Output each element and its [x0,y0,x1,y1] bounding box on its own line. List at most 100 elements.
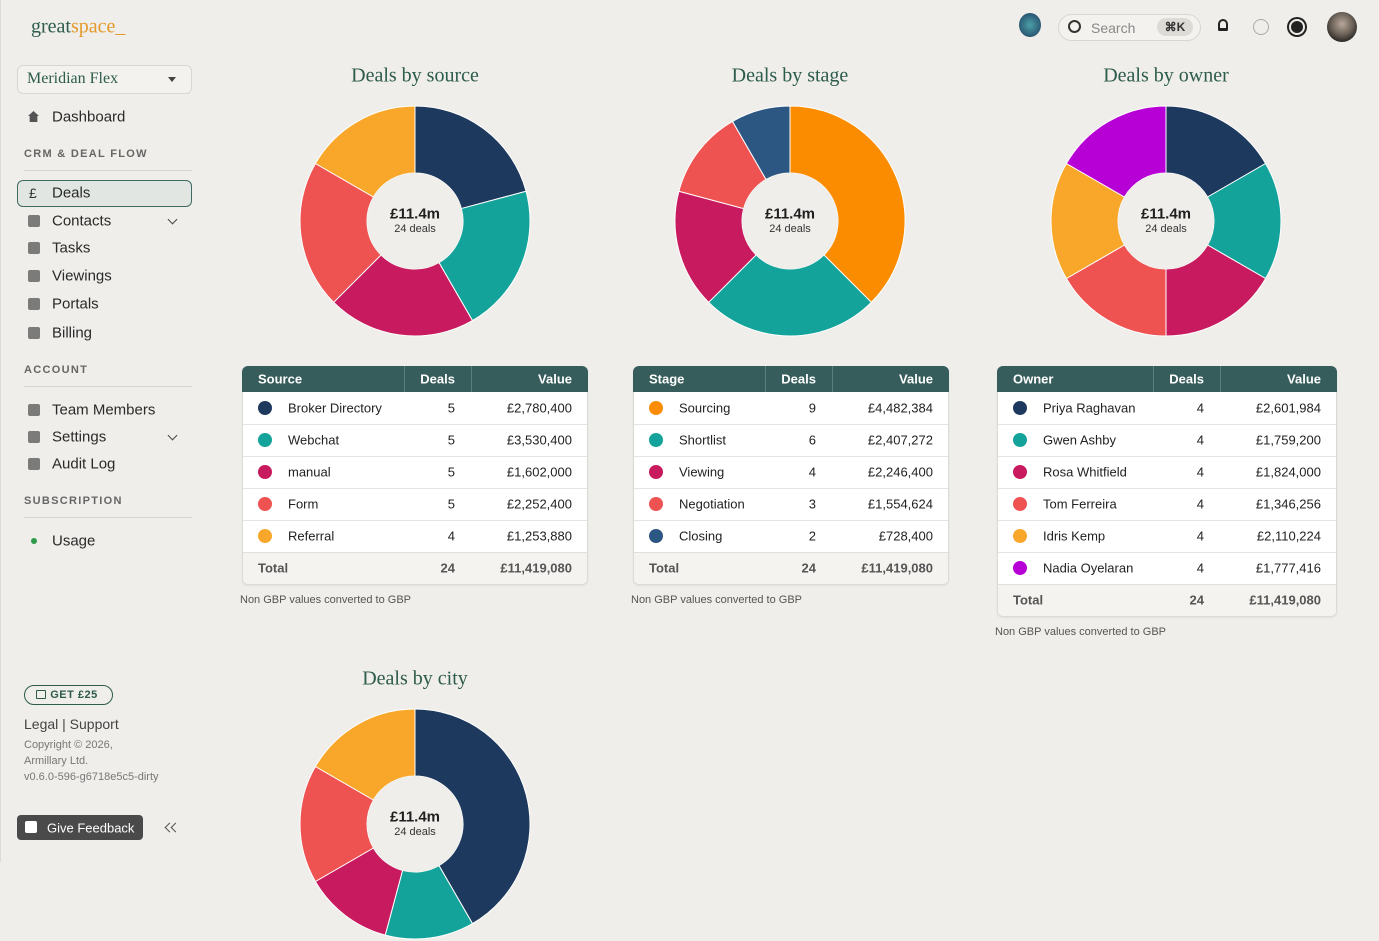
row-divider [243,456,587,457]
row-value: £2,252,400 [506,496,572,512]
column-header: Deals [781,371,816,387]
donut-chart [299,105,531,337]
nav-item[interactable]: Billing [52,324,93,342]
row-label: manual [288,464,331,480]
row-value: £1,253,880 [506,528,572,544]
workspace-name[interactable]: Meridian Flex [27,70,119,87]
donut-hole [367,776,463,872]
column-divider [1220,366,1221,392]
table [242,366,588,585]
column-header: Source [258,371,303,387]
legend-swatch [258,529,272,543]
legend-swatch [649,529,663,543]
row-deals: 6 [808,432,816,448]
row-deals: 5 [447,464,455,480]
row-divider [634,520,948,521]
promo[interactable]: GET £25 [50,689,98,701]
row-divider [634,488,948,489]
bell-icon[interactable] [1218,19,1228,31]
total-row [998,584,1336,616]
legend-swatch [1013,433,1027,447]
theme-icon[interactable] [1291,21,1303,33]
feedback-button[interactable] [17,815,143,840]
nav-item[interactable]: Contacts [52,212,112,230]
total-label: Total [649,560,680,576]
row-deals: 4 [1196,528,1204,544]
promo-pill[interactable] [24,685,113,705]
row-label: Referral [288,528,335,544]
nav-icon [28,458,40,470]
nav-item[interactable]: Audit Log [52,455,116,473]
legend-swatch [258,465,272,479]
column-divider [471,366,472,392]
row-divider [998,456,1336,457]
center-value: £11.4m [389,205,441,223]
table-header [997,366,1337,392]
table-note: Non GBP values converted to GBP [240,594,411,606]
nav-item[interactable]: Settings [52,428,107,446]
center-value: £11.4m [764,205,816,223]
row-divider [634,424,948,425]
legend-swatch [1013,465,1027,479]
column-divider [404,366,405,392]
row-label: Gwen Ashby [1043,432,1116,448]
avatar[interactable] [1327,12,1357,42]
donut-hole [1118,173,1214,269]
legend-swatch [649,401,663,415]
row-deals: 4 [447,528,455,544]
row-divider [998,552,1336,553]
row-value: £2,246,400 [867,464,933,480]
sidebar-border [0,0,1,862]
table-header [633,366,949,392]
row-value: £2,780,400 [506,400,572,416]
column-divider [765,366,766,392]
row-divider [243,520,587,521]
collapse-icon [170,822,181,833]
shortcut: ⌘K [1164,20,1186,34]
nav-item[interactable]: Portals [52,295,99,313]
row-deals: 4 [1196,496,1204,512]
search-placeholder[interactable]: Search [1091,20,1136,36]
feedback[interactable]: Give Feedback [47,820,135,836]
row-deals: 4 [1196,560,1204,576]
row-deals: 2 [808,528,816,544]
row-label: Nadia Oyelaran [1043,560,1134,576]
row-label: Closing [679,528,723,544]
section-title: SUBSCRIPTION [24,495,123,507]
nav-icon [28,431,40,443]
section-divider [24,386,192,387]
table-note: Non GBP values converted to GBP [631,594,802,606]
chart-title: Deals by stage [731,64,849,87]
chevron [167,430,178,441]
section-divider [24,170,192,171]
legend-swatch [649,465,663,479]
row-value: £1,824,000 [1255,464,1321,480]
total-row [634,552,948,584]
table-header [242,366,588,392]
total-deals: 24 [801,560,816,576]
nav-item[interactable]: Team Members [52,401,156,419]
nav-item[interactable]: Tasks [52,239,91,257]
footer-links[interactable]: Legal | Support [24,716,119,732]
nav-item[interactable]: Deals [52,184,91,202]
nav-item[interactable]: Viewings [52,267,112,285]
row-value: £2,110,224 [1256,528,1321,544]
center-label: 24 deals [394,826,436,838]
donut-hole [742,173,838,269]
nav-icon [28,111,39,122]
donut-hole [367,173,463,269]
nav-icon [28,327,40,339]
help-icon[interactable] [1253,19,1269,35]
row-deals: 5 [447,432,455,448]
nav-item[interactable]: Usage [52,532,96,550]
section-divider [24,517,192,518]
row-label: Sourcing [679,400,731,416]
legend-swatch [258,497,272,511]
column-header: Owner [1013,371,1054,387]
nav-active[interactable] [17,180,192,207]
workspace-select[interactable] [17,65,192,94]
legend-swatch [258,401,272,415]
nav-item[interactable]: Dashboard [52,108,126,126]
